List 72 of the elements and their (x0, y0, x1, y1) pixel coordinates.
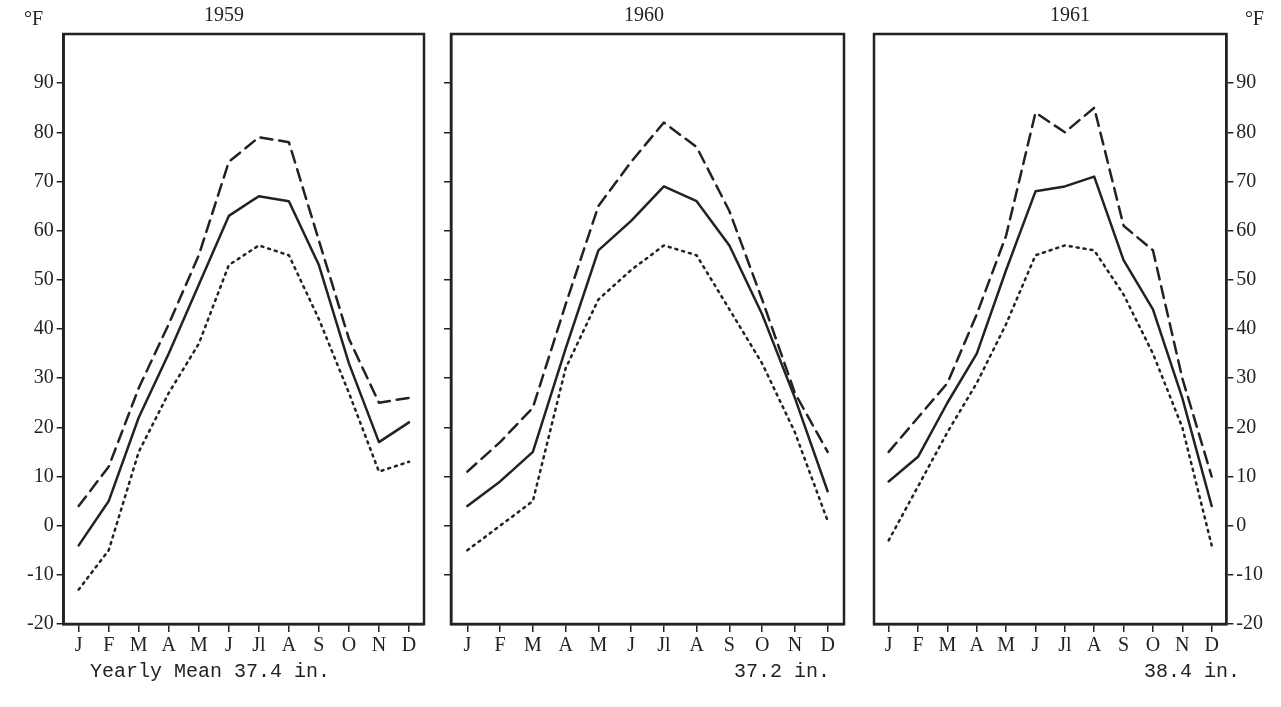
y-tick-label: 20 (33, 414, 54, 437)
y-tick-label: 0 (43, 512, 54, 535)
y-tick-label: -20 (26, 611, 54, 634)
y2-tick-label: 40 (1236, 316, 1257, 339)
x-tick-label: N (787, 633, 803, 656)
x-tick-label: D (401, 633, 417, 656)
x-tick-label: N (371, 633, 387, 656)
y-tick-label: 10 (33, 463, 54, 486)
x-tick-label: A (558, 633, 574, 656)
x-tick-label: S (723, 633, 735, 656)
y-tick-label: 60 (33, 217, 54, 240)
text: 37.2 in. (733, 660, 830, 683)
x-tick-label: S (1118, 633, 1130, 656)
x-tick-label: O (341, 633, 357, 656)
x-tick-label: Jl (657, 633, 671, 656)
y2-tick-label: 20 (1236, 414, 1257, 437)
y-tick-label: 80 (33, 119, 54, 142)
y-tick-label: -10 (26, 562, 54, 585)
y2-tick-label: -10 (1236, 562, 1264, 585)
x-tick-label: M (129, 633, 148, 656)
y2-tick-label: 30 (1236, 365, 1257, 388)
x-tick-label: M (997, 633, 1016, 656)
chart-title: 1961 (1050, 3, 1090, 26)
x-tick-label: M (938, 633, 957, 656)
y-tick-label: 50 (33, 267, 54, 290)
x-tick-label: F (912, 633, 924, 656)
text: 38.4 in. (1143, 660, 1240, 683)
x-tick-label: M (189, 633, 208, 656)
x-tick-label: J (463, 633, 472, 656)
y2-tick-label: 60 (1236, 217, 1257, 240)
x-tick-label: F (494, 633, 506, 656)
x-tick-label: O (754, 633, 770, 656)
y2-tick-label: -20 (1236, 611, 1264, 634)
x-tick-label: F (103, 633, 115, 656)
y-tick-label: 90 (33, 70, 54, 93)
x-tick-label: O (1145, 633, 1161, 656)
x-tick-label: Jl (252, 633, 266, 656)
x-tick-label: A (1086, 633, 1102, 656)
line-series (77, 136, 411, 508)
text: Yearly Mean 37.4 in. (90, 660, 331, 683)
y-tick-label: 70 (33, 168, 54, 191)
x-tick-label: Jl (1058, 633, 1072, 656)
y2-tick-label: 50 (1236, 267, 1257, 290)
x-tick-label: J (1031, 633, 1040, 656)
y-axis-title: °F (24, 7, 44, 30)
x-tick-label: J (627, 633, 636, 656)
chart-title: 1959 (204, 3, 244, 26)
line-series (887, 106, 1213, 478)
x-tick-label: A (689, 633, 705, 656)
x-tick-label: A (969, 633, 985, 656)
y2-tick-label: 10 (1236, 463, 1257, 486)
x-tick-label: M (589, 633, 608, 656)
x-tick-label: A (161, 633, 177, 656)
y-tick-label: 40 (33, 316, 54, 339)
x-tick-label: J (884, 633, 893, 656)
y2-tick-label: 80 (1236, 119, 1257, 142)
line-series (77, 244, 411, 591)
y2-axis-title: °F (1244, 7, 1264, 30)
x-tick-label: A (281, 633, 297, 656)
x-tick-label: M (523, 633, 542, 656)
y2-tick-label: 70 (1236, 168, 1257, 191)
x-tick-label: D (1204, 633, 1219, 656)
y-tick-label: 30 (33, 365, 54, 388)
y2-tick-label: 90 (1236, 70, 1257, 93)
line-series (887, 244, 1213, 547)
y2-tick-label: 0 (1236, 512, 1247, 535)
x-tick-label: J (224, 633, 233, 656)
x-tick-label: D (820, 633, 835, 656)
chart-title: 1960 (624, 3, 664, 26)
x-tick-label: N (1175, 633, 1190, 656)
x-tick-label: J (74, 633, 83, 656)
x-tick-label: S (313, 633, 325, 656)
